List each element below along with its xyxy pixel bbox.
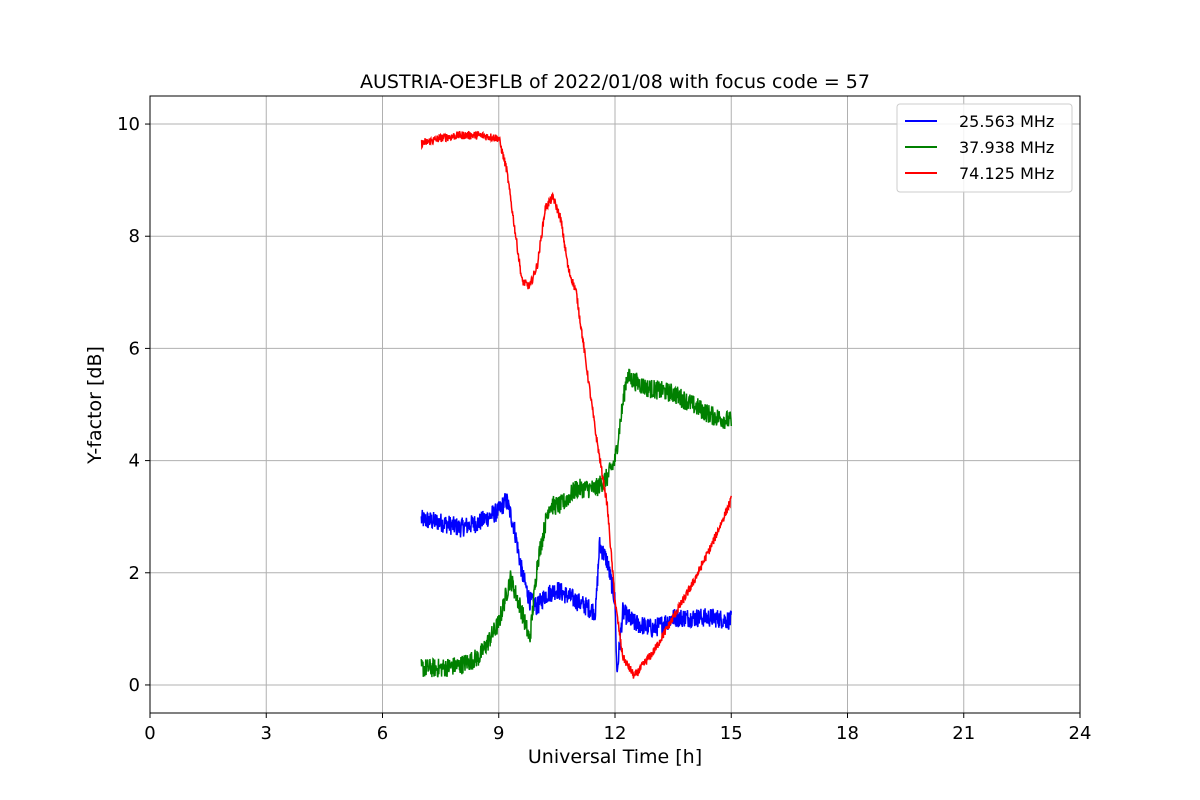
series-line-0 [420, 493, 733, 673]
y-tick-label: 6 [129, 338, 140, 359]
legend-label: 74.125 MHz [959, 164, 1054, 183]
y-tick-label: 2 [129, 563, 140, 584]
legend-label: 25.563 MHz [959, 112, 1054, 131]
x-tick-label: 9 [493, 723, 504, 744]
x-tick-label: 15 [720, 723, 743, 744]
y-tick-label: 10 [117, 114, 140, 135]
series-layer [420, 130, 733, 679]
series-line-2 [420, 130, 733, 679]
x-tick-label: 0 [144, 723, 155, 744]
chart-title: AUSTRIA-OE3FLB of 2022/01/08 with focus … [360, 71, 870, 93]
y-axis: 0 2 4 6 8 10 [117, 114, 150, 696]
y-tick-label: 4 [129, 451, 140, 472]
legend: 25.563 MHz 37.938 MHz 74.125 MHz [896, 103, 1073, 193]
x-tick-label: 12 [604, 723, 627, 744]
x-axis-label: Universal Time [h] [528, 746, 702, 768]
x-tick-label: 21 [952, 723, 975, 744]
legend-label: 37.938 MHz [959, 138, 1054, 157]
x-tick-label: 6 [377, 723, 388, 744]
x-tick-label: 3 [261, 723, 272, 744]
y-tick-label: 0 [129, 675, 140, 696]
y-tick-label: 8 [129, 226, 140, 247]
y-axis-label: Y-factor [dB] [84, 346, 106, 465]
x-tick-label: 24 [1069, 723, 1092, 744]
legend-box [896, 103, 1073, 193]
x-axis: 0 3 6 9 12 15 18 21 24 [144, 713, 1091, 744]
series-line-1 [420, 368, 733, 678]
grid [149, 96, 1081, 713]
x-tick-label: 18 [836, 723, 859, 744]
